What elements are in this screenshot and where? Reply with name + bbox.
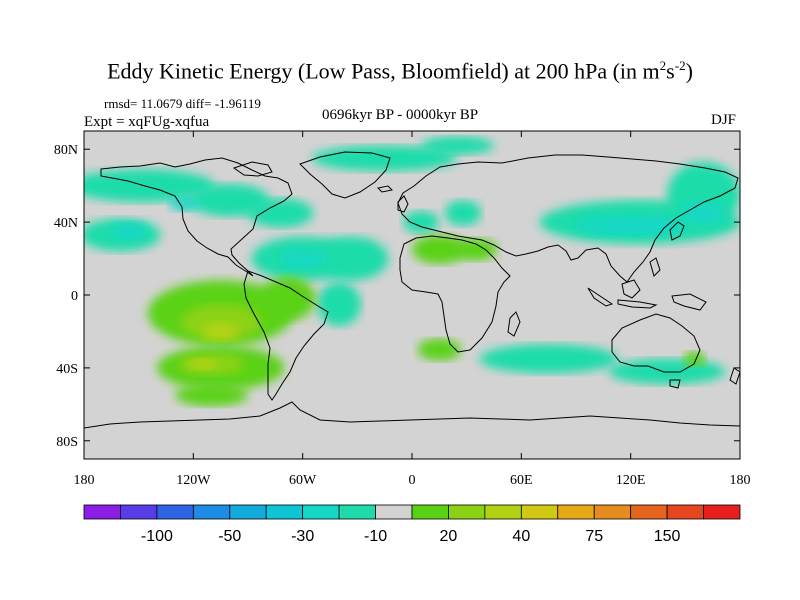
colorbar-swatch — [411, 504, 449, 520]
colorbar-label: -100 — [141, 528, 173, 545]
colorbar-swatch — [703, 504, 741, 520]
anomaly-region — [247, 198, 314, 228]
colorbar-swatch — [666, 504, 704, 520]
anomaly-region — [417, 338, 462, 361]
colorbar-swatch — [448, 504, 486, 520]
colorbar-label: 40 — [512, 528, 530, 545]
anomaly-region — [84, 169, 216, 203]
anomaly-region — [683, 351, 706, 367]
anomaly-region — [180, 304, 261, 341]
anomaly-region — [412, 234, 467, 265]
x-tick-label: 180 — [74, 473, 95, 488]
period-label: 0696kyr BP - 0000kyr BP — [321, 107, 479, 123]
colorbar-swatch — [630, 504, 668, 520]
colorbar-swatch — [375, 504, 413, 520]
y-axis: 80N 40N 0 40S 80S — [54, 143, 740, 450]
colorbar-swatch — [265, 504, 304, 520]
anomaly-region — [317, 282, 361, 326]
experiment-label: Expt = xqFUg-xqfua — [84, 114, 210, 130]
colorbar-swatch — [192, 504, 231, 520]
anomaly-region — [479, 344, 618, 374]
colorbar-swatch — [302, 504, 340, 520]
colorbar: -100 -50 -30 -10 20 40 75 150 — [83, 504, 741, 545]
x-tick-label: 120E — [616, 473, 646, 488]
anomaly-region — [260, 276, 316, 321]
season-label: DJF — [711, 112, 737, 128]
x-axis: 180 120W 60W 0 60E 120E 180 — [74, 131, 751, 488]
colorbar-swatch — [557, 504, 595, 520]
anomaly-region — [402, 211, 440, 234]
x-tick-label: 60E — [510, 473, 533, 488]
anomaly-region — [111, 222, 148, 241]
colorbar-label: 75 — [585, 528, 603, 545]
y-tick-label: 80N — [54, 143, 78, 158]
anomaly-field — [84, 136, 740, 407]
y-tick-label: 40N — [54, 216, 78, 231]
x-tick-label: 0 — [409, 473, 416, 488]
colorbar-label: -50 — [218, 528, 241, 545]
y-tick-label: 80S — [56, 435, 78, 450]
rmsd-diff-stats: rmsd= 11.0679 diff= -1.96119 — [104, 96, 261, 111]
colorbar-swatch — [229, 504, 267, 520]
colorbar-swatch — [156, 504, 194, 520]
x-tick-label: 180 — [730, 473, 751, 488]
anomaly-region — [576, 214, 686, 237]
colorbar-swatch — [120, 504, 158, 520]
coastlines — [84, 151, 740, 429]
anomaly-region — [444, 200, 482, 226]
colorbar-swatch — [338, 504, 376, 520]
colorbar-swatch — [83, 504, 121, 520]
anomaly-region — [202, 322, 239, 341]
anomaly-region — [169, 196, 199, 212]
y-tick-label: 0 — [71, 289, 78, 304]
anomaly-region — [187, 358, 218, 370]
colorbar-label: 20 — [440, 528, 458, 545]
colorbar-swatch — [484, 504, 522, 520]
anomaly-region — [421, 136, 494, 155]
x-tick-label: 60W — [289, 473, 317, 488]
anomaly-region — [175, 384, 248, 407]
anomaly-region — [681, 202, 726, 224]
chart-title: Eddy Kinetic Energy (Low Pass, Bloomfiel… — [107, 58, 693, 84]
x-tick-label: 120W — [176, 473, 211, 488]
colorbar-swatch — [520, 504, 559, 520]
anomaly-region — [315, 236, 389, 281]
anomaly-region — [453, 238, 498, 261]
colorbar-label: -30 — [291, 528, 314, 545]
colorbar-label: -10 — [364, 528, 387, 545]
y-tick-label: 40S — [56, 362, 78, 377]
colorbar-swatch — [593, 504, 632, 520]
colorbar-label: 150 — [654, 528, 681, 545]
anomaly-region — [280, 249, 325, 268]
